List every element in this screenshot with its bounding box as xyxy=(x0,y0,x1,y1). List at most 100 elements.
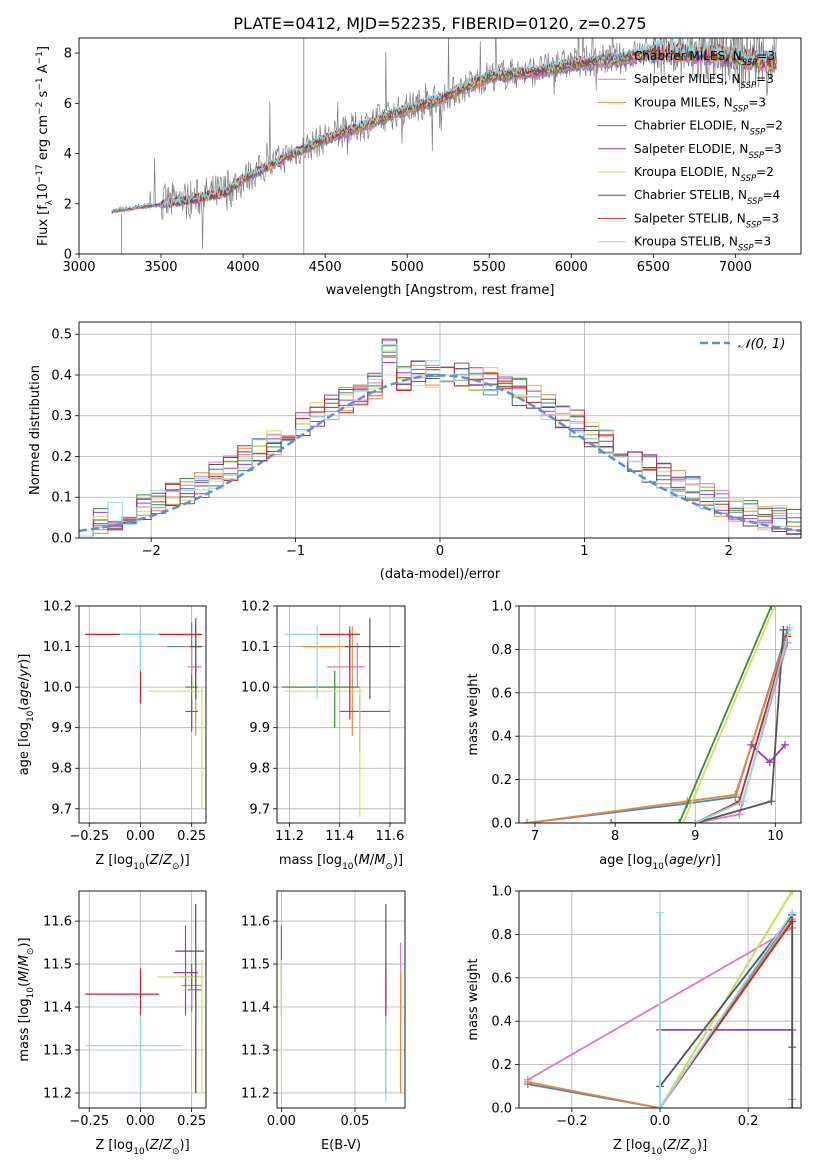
y-tick-label: 0.2 xyxy=(51,450,72,465)
x-tick-label: 1 xyxy=(580,544,588,559)
y-tick-label: 0 xyxy=(64,248,72,263)
weight-marker xyxy=(656,1104,664,1108)
legend-label: Salpeter ELODIE, NSSP=3 xyxy=(634,142,782,161)
axes-frame xyxy=(276,890,406,1109)
y-tick-label: 0.4 xyxy=(491,730,512,745)
x-tick-label: 0.25 xyxy=(177,829,206,844)
panel-spectrum: 3000 3500 4000 4500 5000 5500 6000 6500 7000 0 2 4 6… xyxy=(35,37,802,298)
x-tick-label: −2 xyxy=(142,544,161,559)
weight-marker xyxy=(747,740,756,749)
x-tick-label: 6500 xyxy=(637,260,670,275)
x-axis-label: age [log10(age/yr)] xyxy=(599,853,721,872)
y-tick-label: 1.0 xyxy=(491,885,512,900)
y-tick-label: 10.2 xyxy=(43,600,72,615)
spectrum-data-line xyxy=(111,38,777,249)
y-tick-label: 10.1 xyxy=(241,640,270,655)
x-tick-label: 3000 xyxy=(62,260,95,275)
y-tick-label: 10.2 xyxy=(241,600,270,615)
x-tick-label: 11.2 xyxy=(275,829,304,844)
y-tick-label: 10.0 xyxy=(241,681,270,696)
y-tick-label: 9.9 xyxy=(249,721,270,736)
panel-age-vs-mass: 11.2 11.4 11.6 9.7 9.8 9.9 10.0 10.1 10.2 mass [l… xyxy=(241,600,406,872)
y-tick-label: 9.7 xyxy=(249,802,270,817)
weight-line xyxy=(526,633,789,823)
x-tick-label: 3500 xyxy=(144,260,177,275)
weight-marker xyxy=(691,819,700,823)
weight-marker xyxy=(739,797,748,806)
weight-marker xyxy=(679,819,688,823)
axes-frame xyxy=(518,605,802,824)
panel-residuals: −2 −1 0 1 2 0.0 0.1 0.2 0.3 0.4 0.5 (data-model)/er… xyxy=(28,321,802,582)
y-tick-label: 0.3 xyxy=(51,409,72,424)
x-tick-label: 7000 xyxy=(719,260,752,275)
x-axis-label: wavelength [Angstrom, rest frame] xyxy=(326,283,555,298)
axes-frame xyxy=(78,37,802,255)
x-tick-label: −0.2 xyxy=(556,1114,588,1129)
y-axis-label: mass weight xyxy=(466,673,481,755)
weight-marker xyxy=(735,810,744,819)
plot-area-age-vs-mass xyxy=(282,618,400,817)
weight-line xyxy=(659,912,793,1108)
x-axis-label: Z [log10(Z/Z⊙)] xyxy=(613,1138,707,1157)
x-tick-label: −1 xyxy=(286,544,305,559)
x-tick-label: 11.6 xyxy=(375,829,404,844)
legend-label: Salpeter STELIB, NSSP=3 xyxy=(634,211,779,230)
plot-area-weight-vs-Z xyxy=(523,891,797,1108)
y-tick-label: 0.8 xyxy=(491,928,512,943)
axes-frame xyxy=(518,890,802,1109)
legend: Chabrier MILES, NSSP=3 Salpeter MILES, NS… xyxy=(598,49,783,254)
x-tick-label: −0.25 xyxy=(69,1114,109,1129)
plot-area-residuals xyxy=(79,338,801,537)
plot-area-weight-vs-age xyxy=(523,606,794,823)
legend-label: Kroupa STELIB, NSSP=3 xyxy=(634,235,771,254)
legend-label: Kroupa ELODIE, NSSP=2 xyxy=(634,165,774,184)
y-axis-label: age [log10(age/yr)] xyxy=(17,654,36,776)
y-tick-label: 0.6 xyxy=(491,686,512,701)
x-axis-label: Z [log10(Z/Z⊙)] xyxy=(95,1138,189,1157)
y-axis-label: mass weight xyxy=(466,958,481,1040)
y-tick-label: 9.8 xyxy=(51,762,72,777)
legend-label: Salpeter MILES, NSSP=3 xyxy=(634,72,774,91)
y-tick-label: 0.0 xyxy=(51,532,72,547)
x-tick-label: 0 xyxy=(436,544,444,559)
weight-marker xyxy=(788,891,797,895)
histogram-line xyxy=(79,343,801,537)
plot-area-spectrum xyxy=(111,38,777,254)
axes-frame xyxy=(78,605,207,824)
y-tick-label: 11.3 xyxy=(43,1043,72,1058)
weight-marker xyxy=(780,740,789,749)
axes-frame xyxy=(276,605,406,824)
y-tick-label: 8 xyxy=(64,47,72,62)
y-axis-label: Normed distribution xyxy=(28,365,43,495)
x-tick-label: 10 xyxy=(767,829,784,844)
x-tick-label: 0.25 xyxy=(177,1114,206,1129)
y-tick-label: 0.2 xyxy=(491,1058,512,1073)
y-tick-label: 9.8 xyxy=(249,762,270,777)
y-tick-label: 9.9 xyxy=(51,721,72,736)
y-axis-label: Flux [fλ10−17 erg cm−2 s−1 A−1] xyxy=(35,46,55,246)
y-axis-label: mass [log10(M/M⊙)] xyxy=(17,937,36,1061)
y-tick-label: 9.7 xyxy=(51,802,72,817)
y-tick-label: 0.4 xyxy=(491,1015,512,1030)
weight-marker xyxy=(675,819,684,823)
y-tick-label: 11.5 xyxy=(43,958,72,973)
y-tick-label: 6 xyxy=(64,97,72,112)
legend-label: Chabrier STELIB, NSSP=4 xyxy=(634,188,780,207)
panel-weight-vs-Z: −0.2 0.0 0.2 0.0 0.2 0.4 0.6 0.8 1.0 Z [log10(Z/Z… xyxy=(466,885,802,1157)
weight-line xyxy=(611,629,785,823)
figure-title: PLATE=0412, MJD=52235, FIBERID=0120, z=0… xyxy=(233,14,646,33)
y-tick-label: 11.2 xyxy=(43,1086,72,1101)
x-tick-label: 0.00 xyxy=(267,1114,296,1129)
axes-frame xyxy=(78,321,802,539)
x-tick-label: 6000 xyxy=(555,260,588,275)
legend-label: Chabrier MILES, NSSP=3 xyxy=(634,49,775,68)
y-tick-label: 1.0 xyxy=(491,600,512,615)
panel-age-vs-Z: −0.25 0.00 0.25 9.7 9.8 9.9 10.0 10.1 10.2 Z [log… xyxy=(17,600,207,872)
x-tick-label: 0.0 xyxy=(650,1114,671,1129)
weight-marker xyxy=(788,1104,797,1108)
weight-line xyxy=(678,606,773,823)
x-tick-label: 0.05 xyxy=(341,1114,370,1129)
x-tick-label: 0.2 xyxy=(738,1114,759,1129)
x-tick-label: 5500 xyxy=(473,260,506,275)
